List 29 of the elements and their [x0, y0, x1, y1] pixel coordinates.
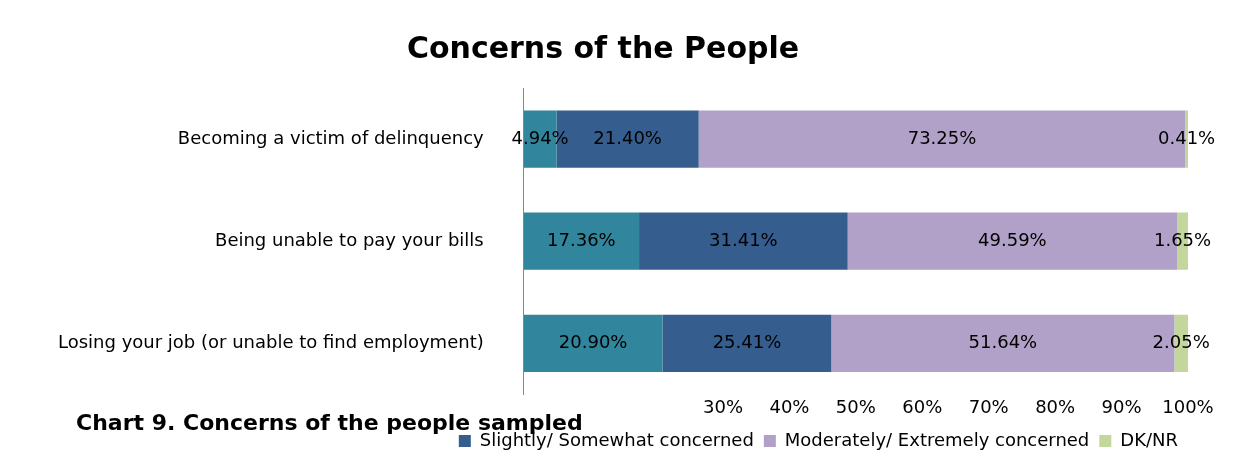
x-tick-label: 40%: [769, 395, 810, 417]
y-tick-label: Becoming a victim of delinquency: [177, 126, 485, 148]
legend-label: Moderately/ Extremely concerned: [784, 428, 1090, 450]
chart-title: Concerns of the People: [406, 29, 800, 65]
x-tick-label: 60%: [902, 395, 943, 417]
data-label: 17.36%: [547, 228, 616, 250]
x-tick-label: 90%: [1101, 395, 1142, 417]
x-tick-label: 30%: [703, 395, 744, 417]
x-tick-label: 70%: [968, 395, 1009, 417]
data-label: 2.05%: [1152, 331, 1210, 353]
x-tick-label: 50%: [835, 395, 876, 417]
data-label: 51.64%: [968, 331, 1038, 353]
y-tick-label: Being unable to pay your bills: [215, 228, 484, 250]
data-label: 21.40%: [593, 126, 662, 148]
data-label: 25.41%: [712, 331, 782, 353]
legend-label: DK/NR: [1120, 428, 1178, 450]
bar: [662, 314, 832, 372]
y-tick-label: Losing your job (or unable to find employment): [57, 331, 484, 353]
data-label: 31.41%: [709, 228, 778, 250]
data-label: 1.65%: [1153, 228, 1212, 250]
x-tick-label: 80%: [1035, 395, 1076, 417]
data-label: 73.25%: [907, 126, 977, 148]
bar: [523, 314, 663, 372]
bar: [523, 212, 640, 270]
x-tick-label: 100%: [1162, 395, 1214, 417]
data-label: 0.41%: [1158, 126, 1216, 148]
bar: [639, 212, 848, 270]
data-label: 49.59%: [978, 228, 1047, 250]
data-label: 20.90%: [558, 331, 628, 353]
